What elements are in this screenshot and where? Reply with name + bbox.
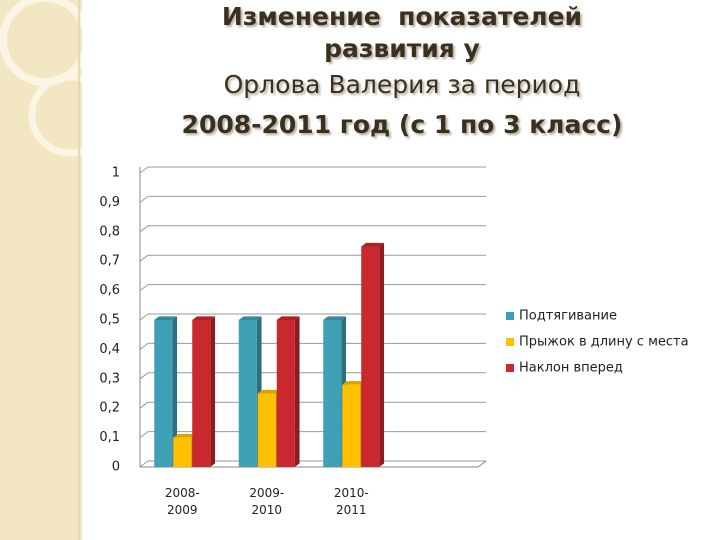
grid-line bbox=[139, 313, 149, 321]
bar bbox=[276, 320, 295, 467]
y-tick-label: 0,2 bbox=[99, 401, 120, 416]
bar-top bbox=[173, 434, 197, 438]
grid-line bbox=[139, 166, 149, 174]
y-tick-label: 0,1 bbox=[99, 430, 120, 445]
legend-label: Наклон вперед bbox=[519, 361, 623, 376]
bar bbox=[257, 393, 276, 467]
bar-top bbox=[257, 389, 281, 394]
x-tick-label: 2008-2009 bbox=[164, 486, 200, 517]
y-tick-label: 0 bbox=[112, 460, 120, 475]
grid-line bbox=[139, 284, 149, 292]
y-tick-label: 0,3 bbox=[99, 371, 120, 386]
title-line: 2008-2011 год (с 1 по 3 класс) bbox=[181, 110, 623, 139]
title-line: Изменение показателей bbox=[221, 2, 583, 31]
grid-line bbox=[139, 195, 149, 203]
bar-top bbox=[154, 316, 178, 320]
y-tick-label: 0,4 bbox=[99, 342, 120, 357]
bar bbox=[154, 320, 173, 467]
y-tick-label: 1 bbox=[112, 166, 120, 181]
bar-top bbox=[192, 316, 216, 320]
grid-line bbox=[139, 460, 149, 468]
bar bbox=[323, 320, 342, 467]
legend-label: Подтягивание bbox=[519, 309, 617, 324]
title-line: Орлова Валерия за период bbox=[223, 70, 581, 99]
x-tick-label: 2009-2010 bbox=[249, 486, 285, 517]
decor-panel bbox=[0, 0, 112, 540]
grid-line bbox=[139, 342, 149, 350]
bar-side bbox=[294, 316, 300, 467]
y-tick-label: 0,5 bbox=[99, 313, 120, 328]
grid-line bbox=[139, 254, 149, 262]
bar bbox=[342, 384, 361, 467]
bar-top bbox=[323, 316, 347, 320]
bar bbox=[238, 320, 257, 467]
bar-top bbox=[361, 242, 385, 247]
y-tick-label: 0,8 bbox=[99, 224, 120, 239]
bar bbox=[361, 246, 380, 467]
legend-swatch bbox=[506, 338, 514, 346]
bar-side bbox=[210, 316, 216, 467]
bar-top bbox=[238, 316, 262, 320]
bar-side bbox=[379, 242, 385, 467]
grid-line bbox=[139, 401, 149, 409]
bar bbox=[173, 437, 192, 467]
legend-label: Прыжок в длину с места bbox=[519, 335, 689, 350]
axis bbox=[477, 460, 487, 468]
bar-side bbox=[172, 316, 178, 467]
y-tick-label: 0,6 bbox=[99, 283, 120, 298]
legend-swatch bbox=[506, 312, 514, 320]
title-line: развития у bbox=[324, 34, 480, 63]
y-tick-label: 0,7 bbox=[99, 254, 120, 269]
x-tick-label: 2010-2011 bbox=[333, 486, 369, 517]
grid-line bbox=[139, 431, 149, 439]
legend-swatch bbox=[506, 364, 514, 372]
grid-line bbox=[139, 372, 149, 380]
bar-top bbox=[342, 381, 366, 385]
bar-top bbox=[276, 316, 300, 320]
bar bbox=[192, 320, 211, 467]
y-tick-label: 0,9 bbox=[99, 195, 120, 210]
grid-line bbox=[139, 225, 149, 233]
